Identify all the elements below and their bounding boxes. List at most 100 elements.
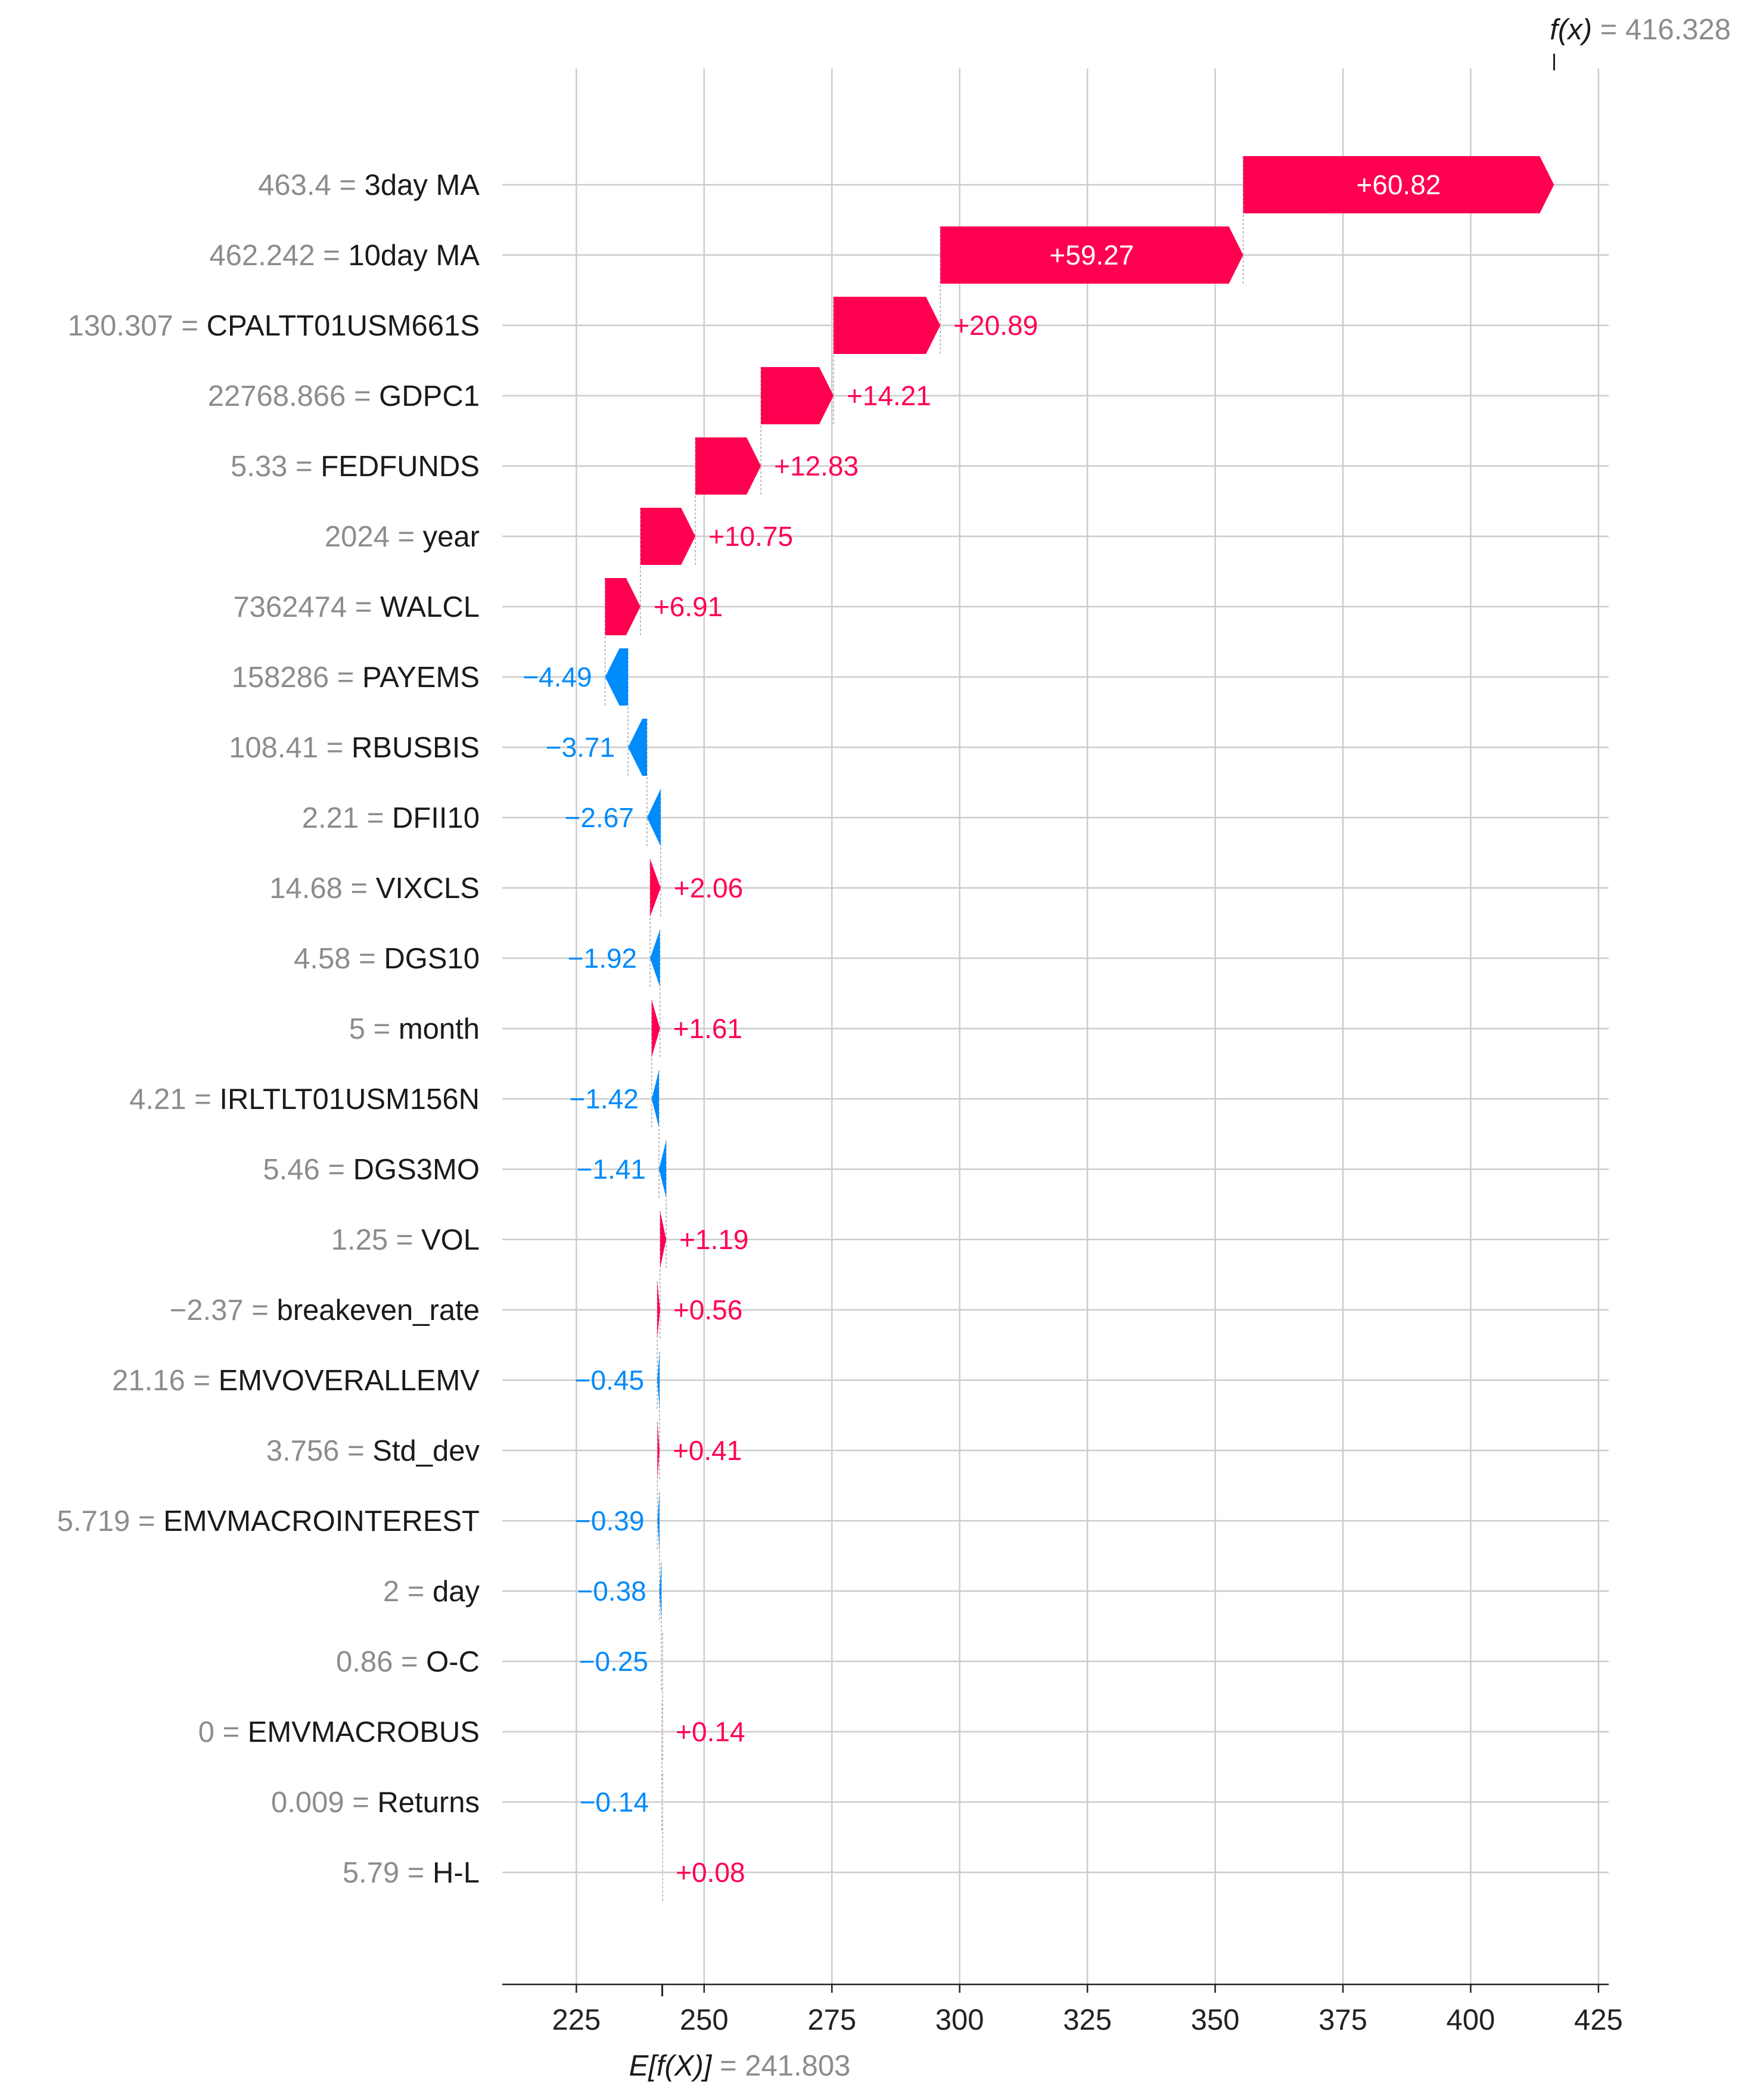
contribution-label: +0.56: [673, 1294, 742, 1325]
feature-equals: =: [339, 1435, 372, 1467]
feature-name: DFII10: [392, 802, 480, 834]
base-label: E[f(X)]: [629, 2050, 713, 2082]
feature-name: EMVMACROINTEREST: [163, 1505, 480, 1537]
contribution-bar: [657, 1352, 660, 1409]
feature-equals: =: [173, 310, 207, 342]
feature-label: 158286 = PAYEMS: [232, 661, 480, 694]
contribution-bar: [659, 1562, 662, 1620]
feature-equals: =: [344, 1787, 378, 1819]
feature-name: EMVMACROBUS: [248, 1716, 480, 1748]
feature-rows: [502, 184, 1609, 1874]
feature-name: breakeven_rate: [276, 1294, 480, 1327]
contribution-label: −0.14: [580, 1787, 649, 1818]
feature-label: 0.86 = O-C: [336, 1646, 480, 1678]
base-annotation: E[f(X)] = 241.803: [629, 1984, 850, 2082]
feature-name: DGS10: [384, 943, 480, 975]
feature-value: 5.46: [263, 1154, 319, 1186]
contribution-bar: [650, 859, 661, 917]
feature-label: 2024 = year: [325, 521, 480, 553]
x-tick-label: 325: [1063, 2004, 1112, 2036]
feature-label: −2.37 = breakeven_rate: [170, 1294, 480, 1327]
feature-equals: =: [388, 1224, 421, 1256]
contribution-bar: [660, 1211, 667, 1268]
contribution-label: −0.25: [579, 1646, 648, 1677]
feature-equals: =: [185, 1365, 219, 1397]
contribution-bar: [662, 1844, 663, 1901]
feature-label: 7362474 = WALCL: [233, 591, 480, 623]
feature-label: 5.719 = EMVMACROINTEREST: [57, 1505, 480, 1537]
feature-value: 21.16: [112, 1365, 185, 1397]
feature-value: 130.307: [68, 310, 173, 342]
x-tick-label: 425: [1574, 2004, 1623, 2036]
contribution-bar: [628, 719, 647, 776]
feature-label: 0 = EMVMACROBUS: [198, 1716, 480, 1748]
feature-value: 0.86: [336, 1646, 393, 1678]
contribution-bar: [651, 1070, 660, 1127]
contribution-bar: [1243, 156, 1554, 213]
output-value-annotation: f(x) = 416.328: [1550, 14, 1731, 46]
x-tick-label: 300: [935, 2004, 984, 2036]
base-value: 241.803: [745, 2050, 850, 2082]
feature-equals: =: [244, 1294, 277, 1327]
feature-equals: =: [320, 1154, 353, 1186]
x-tick-label: 400: [1447, 2004, 1495, 2036]
feature-value: 108.41: [229, 732, 318, 764]
contribution-label: +14.21: [847, 380, 931, 411]
contribution-bar: [657, 1281, 660, 1338]
feature-value: 14.68: [269, 872, 343, 905]
feature-equals: =: [347, 591, 380, 623]
feature-label: 21.16 = EMVOVERALLEMV: [112, 1365, 480, 1397]
feature-value: 463.4: [258, 169, 331, 201]
contribution-bar: [605, 578, 640, 635]
feature-name: Returns: [377, 1787, 480, 1819]
contribution-label: +0.14: [676, 1716, 745, 1747]
feature-value: 5.33: [231, 451, 287, 483]
output-annotation: f(x) = 416.328: [1550, 14, 1731, 70]
feature-label: 2 = day: [383, 1576, 480, 1608]
feature-name: month: [399, 1013, 480, 1045]
feature-equals: =: [343, 872, 376, 905]
contribution-label: −1.92: [568, 943, 637, 974]
contribution-bar: [661, 1633, 663, 1690]
feature-label: 2.21 = DFII10: [302, 802, 480, 834]
feature-name: VIXCLS: [376, 872, 480, 905]
feature-name: H-L: [433, 1857, 480, 1889]
feature-value: 1.25: [331, 1224, 388, 1256]
feature-value: 462.242: [209, 240, 315, 272]
contribution-bar: [646, 789, 661, 846]
feature-name: RBUSBIS: [352, 732, 480, 764]
contribution-bar: [605, 648, 629, 706]
contribution-bar: [640, 508, 696, 565]
contribution-bar: [661, 1773, 663, 1831]
feature-equals: =: [390, 521, 423, 553]
contribution-bar: [761, 367, 834, 424]
feature-name: O-C: [426, 1646, 480, 1678]
contribution-label: +1.19: [679, 1224, 748, 1255]
contribution-label: −0.45: [575, 1365, 644, 1396]
feature-value: 0: [198, 1716, 214, 1748]
feature-value: −2.37: [170, 1294, 244, 1327]
feature-name: DGS3MO: [353, 1154, 480, 1186]
contribution-label: +10.75: [708, 521, 793, 552]
contribution-label: +12.83: [774, 451, 859, 481]
x-tick-label: 375: [1319, 2004, 1367, 2036]
feature-name: day: [433, 1576, 480, 1608]
feature-value: 4.58: [294, 943, 350, 975]
contribution-label: −0.39: [575, 1505, 644, 1536]
feature-label: 130.307 = CPALTT01USM661S: [68, 310, 480, 342]
feature-equals: =: [346, 380, 379, 412]
feature-label: 5 = month: [349, 1013, 480, 1045]
feature-label: 1.25 = VOL: [331, 1224, 480, 1256]
contribution-bar: [650, 930, 660, 987]
x-tick-label: 350: [1191, 2004, 1240, 2036]
feature-name: year: [423, 521, 480, 553]
contribution-label: −4.49: [523, 661, 592, 692]
feature-label: 14.68 = VIXCLS: [269, 872, 480, 905]
output-value: 416.328: [1625, 14, 1731, 46]
feature-equals: =: [130, 1505, 163, 1537]
contribution-bar: [659, 1141, 667, 1198]
feature-label: 22768.866 = GDPC1: [208, 380, 480, 412]
feature-name: PAYEMS: [362, 661, 480, 694]
feature-name: 3day MA: [365, 169, 480, 201]
feature-label: 5.79 = H-L: [343, 1857, 480, 1889]
